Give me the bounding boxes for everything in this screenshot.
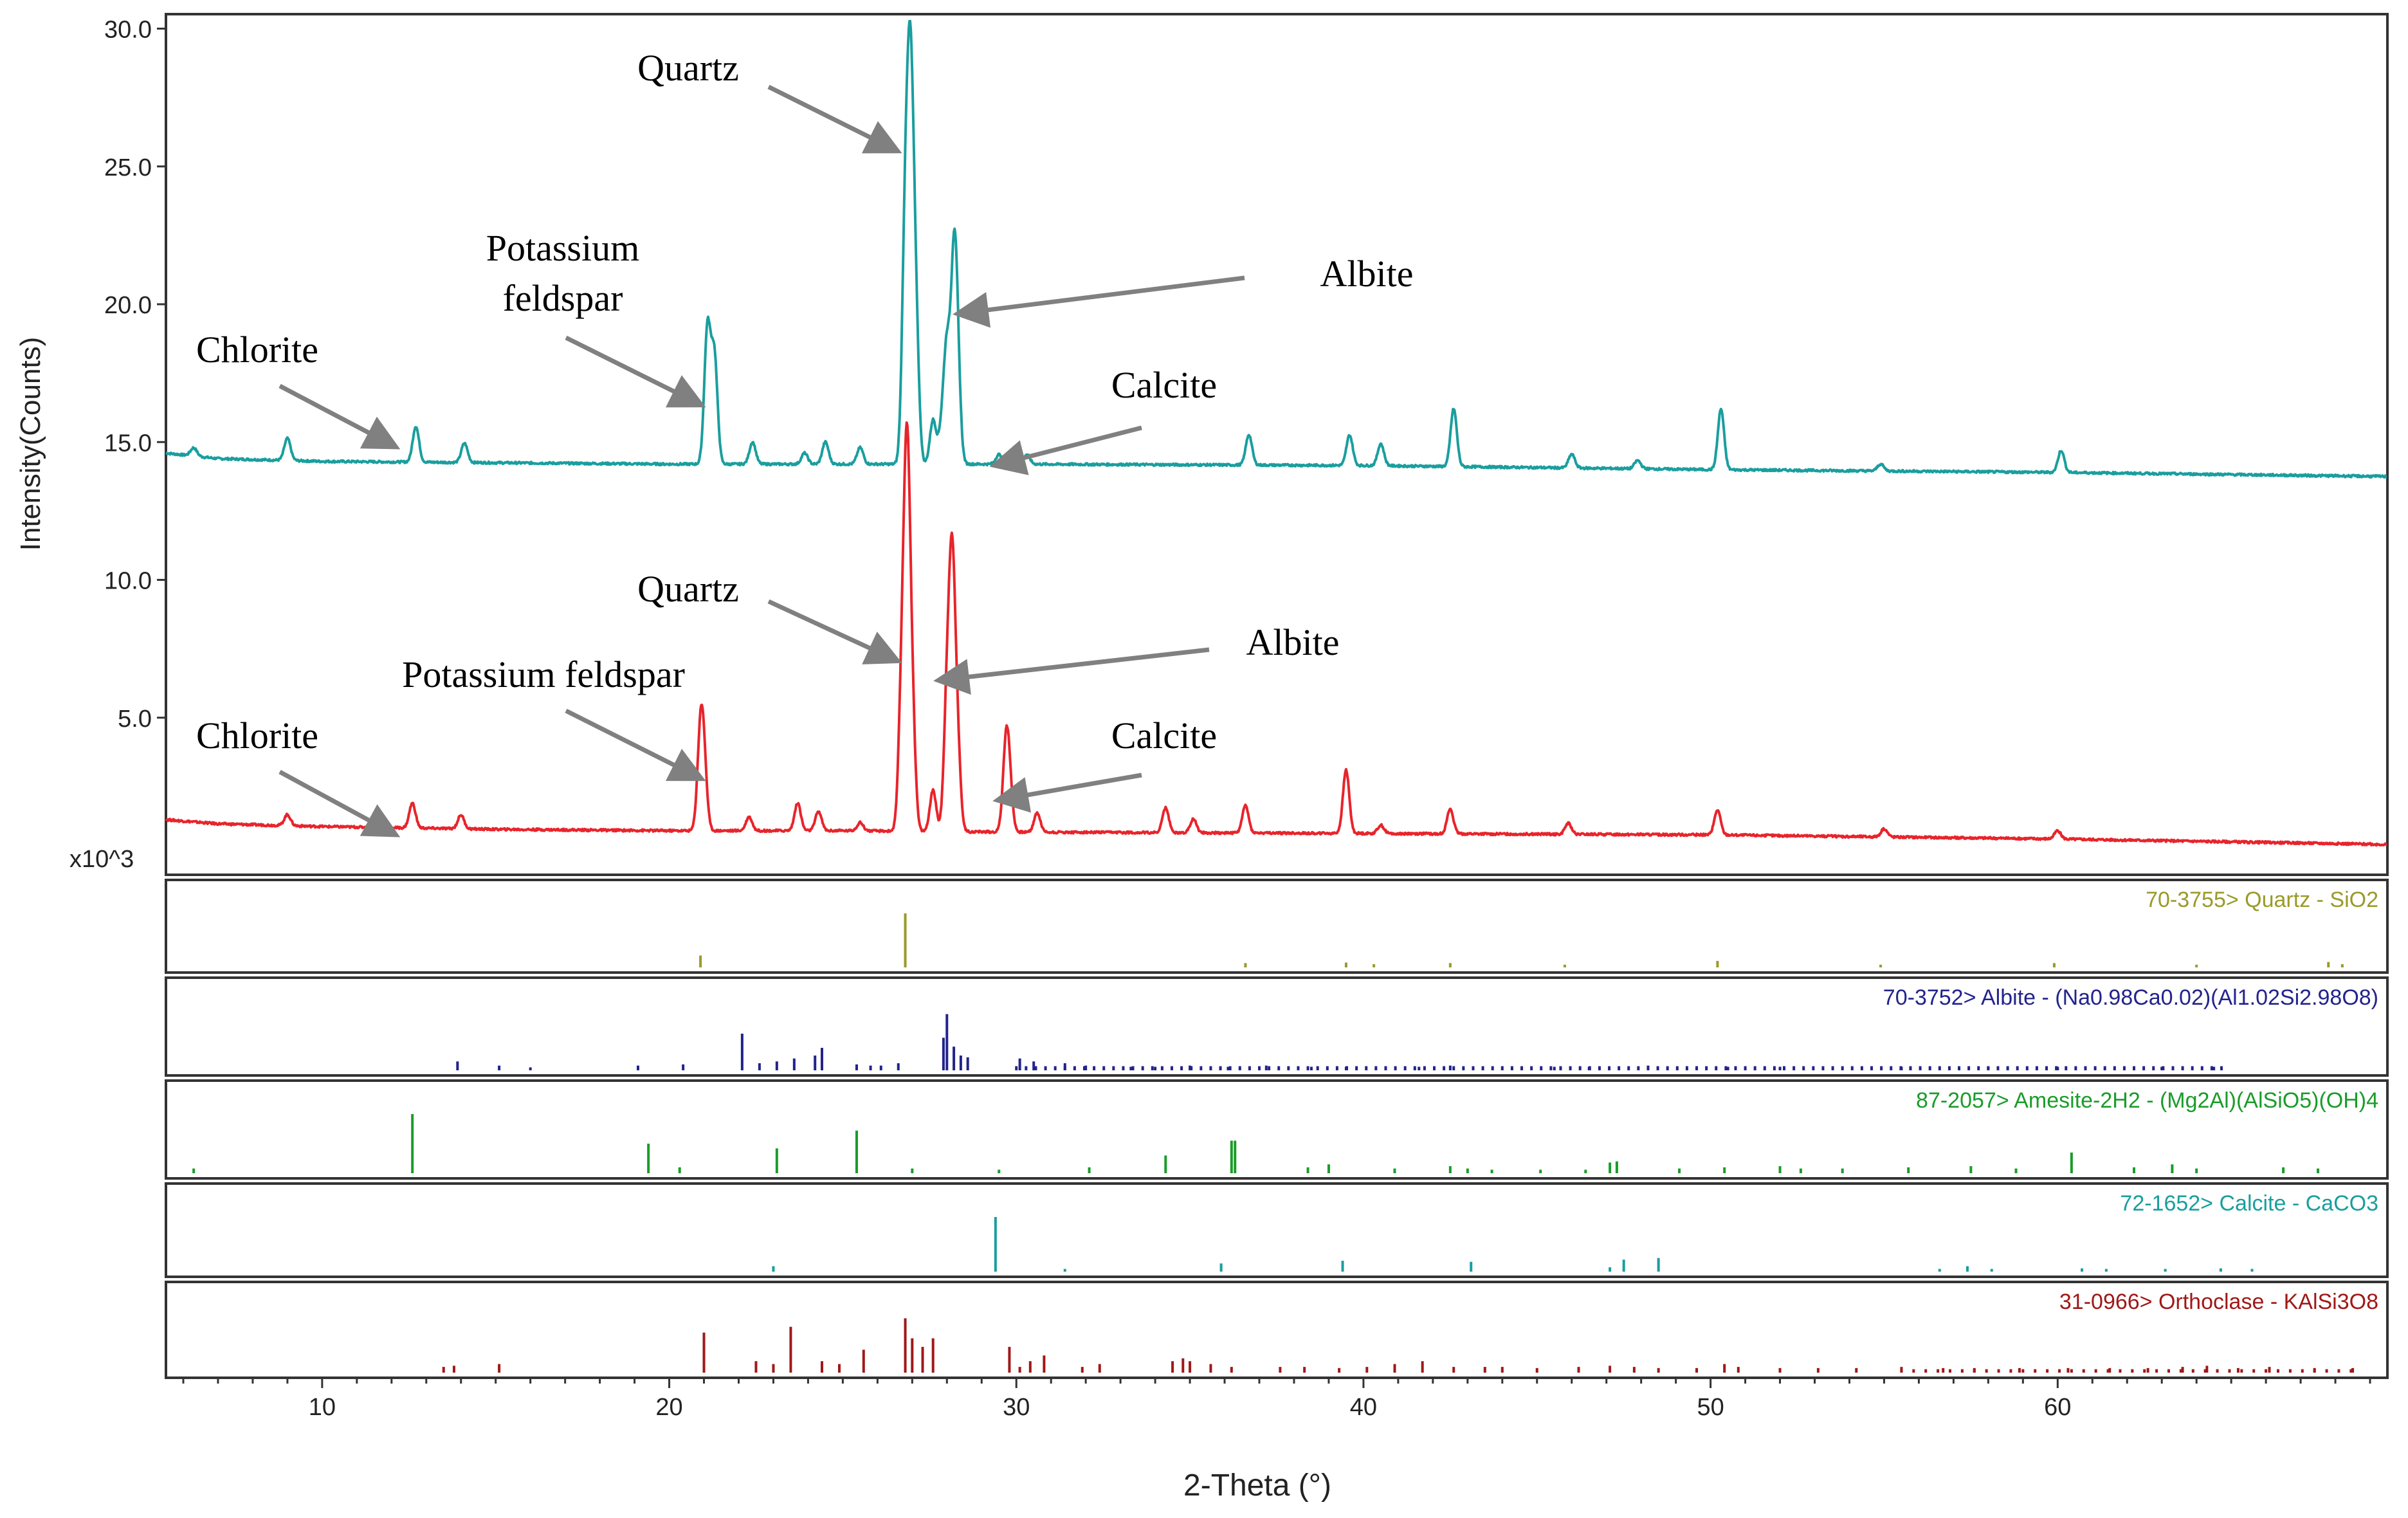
y-axis-label: Intensity(Counts) [15,337,46,551]
reference-label: 70-3755> Quartz - SiO2 [2146,888,2378,912]
reference-label: 70-3752> Albite - (Na0.98Ca0.02)(Al1.02S… [1883,985,2378,1010]
reference-panel-4: 72-1652> Calcite - CaCO3 [165,1182,2389,1278]
annotation-kfeldspar-top: feldspar [503,277,623,319]
diffraction-patterns [165,19,2387,847]
pattern-line-1 [165,19,2387,479]
y-tick-label: 25.0 [104,154,152,181]
y-tick-label: 20.0 [104,292,152,319]
annotation-quartz-bottom: Quartz [637,568,739,610]
annotation-arrow [933,647,1210,695]
annotation-calcite-bottom: Calcite [1111,715,1217,756]
reference-label: 31-0966> Orthoclase - KAlSi3O8 [2059,1290,2378,1314]
x-axis: 10 20 30 40 50 60 [182,1378,2371,1421]
main-plot-frame [165,13,2389,876]
reference-label: 87-2057> Amesite-2H2 - (Mg2Al)(AlSiO5)(O… [1916,1088,2378,1113]
annotation-kfeldspar-bottom: Potassium feldspar [402,654,685,695]
x-tick-label: 20 [655,1394,682,1421]
annotation-chlorite-bottom: Chlorite [196,715,318,756]
annotation-kfeldspar-top: Potassium [486,227,640,269]
y-axis: 5.0 10.0 15.0 20.0 25.0 30.0 [104,17,166,733]
reference-panel-frame [165,1079,2389,1180]
annotation-arrow [278,383,401,450]
annotation-arrow [278,769,401,837]
y-multiplier-label: x10^3 [69,846,134,873]
annotation-albite-top: Albite [1320,253,1414,295]
reference-panel-3: 87-2057> Amesite-2H2 - (Mg2Al)(AlSiO5)(O… [165,1079,2389,1180]
x-tick-label: 60 [2044,1394,2071,1421]
y-tick-label: 30.0 [104,17,152,44]
reference-label: 72-1652> Calcite - CaCO3 [2120,1191,2378,1216]
annotation-arrow [767,599,902,664]
annotation-arrow [565,708,706,782]
annotation-arrow [989,425,1142,475]
y-tick-label: 15.0 [104,430,152,457]
x-axis-label: 2-Theta (°) [1183,1468,1331,1503]
annotation-arrow [953,275,1245,328]
annotation-quartz-top: Quartz [637,47,739,89]
x-tick-label: 40 [1350,1394,1377,1421]
reference-panel-frame [165,1281,2389,1379]
reference-panel-1: 70-3755> Quartz - SiO2 [165,879,2389,974]
y-tick-label: 5.0 [118,706,152,733]
x-tick-label: 30 [1003,1394,1030,1421]
x-tick-label: 50 [1697,1394,1724,1421]
annotation-arrow [992,773,1142,813]
annotation-arrow [767,84,902,154]
annotation-chlorite-top: Chlorite [196,329,318,370]
y-tick-label: 10.0 [104,568,152,595]
annotation-albite-bottom: Albite [1246,621,1340,663]
phase-annotations: Quartz Albite Potassium feldspar Chlorite Cal… [196,47,1414,837]
pattern-line-2 [165,421,2387,847]
x-tick-label: 10 [309,1394,336,1421]
reference-panel-frame [165,976,2389,1077]
reference-panel-5: 31-0966> Orthoclase - KAlSi3O8 [165,1281,2389,1379]
reference-panel-2: 70-3752> Albite - (Na0.98Ca0.02)(Al1.02S… [165,976,2389,1077]
reference-patterns: 70-3755> Quartz - SiO2 70-3752> Albite - … [165,879,2389,1379]
reference-panel-frame [165,1182,2389,1278]
annotation-arrow [565,335,706,408]
reference-panel-frame [165,879,2389,974]
annotation-calcite-top: Calcite [1111,364,1217,406]
